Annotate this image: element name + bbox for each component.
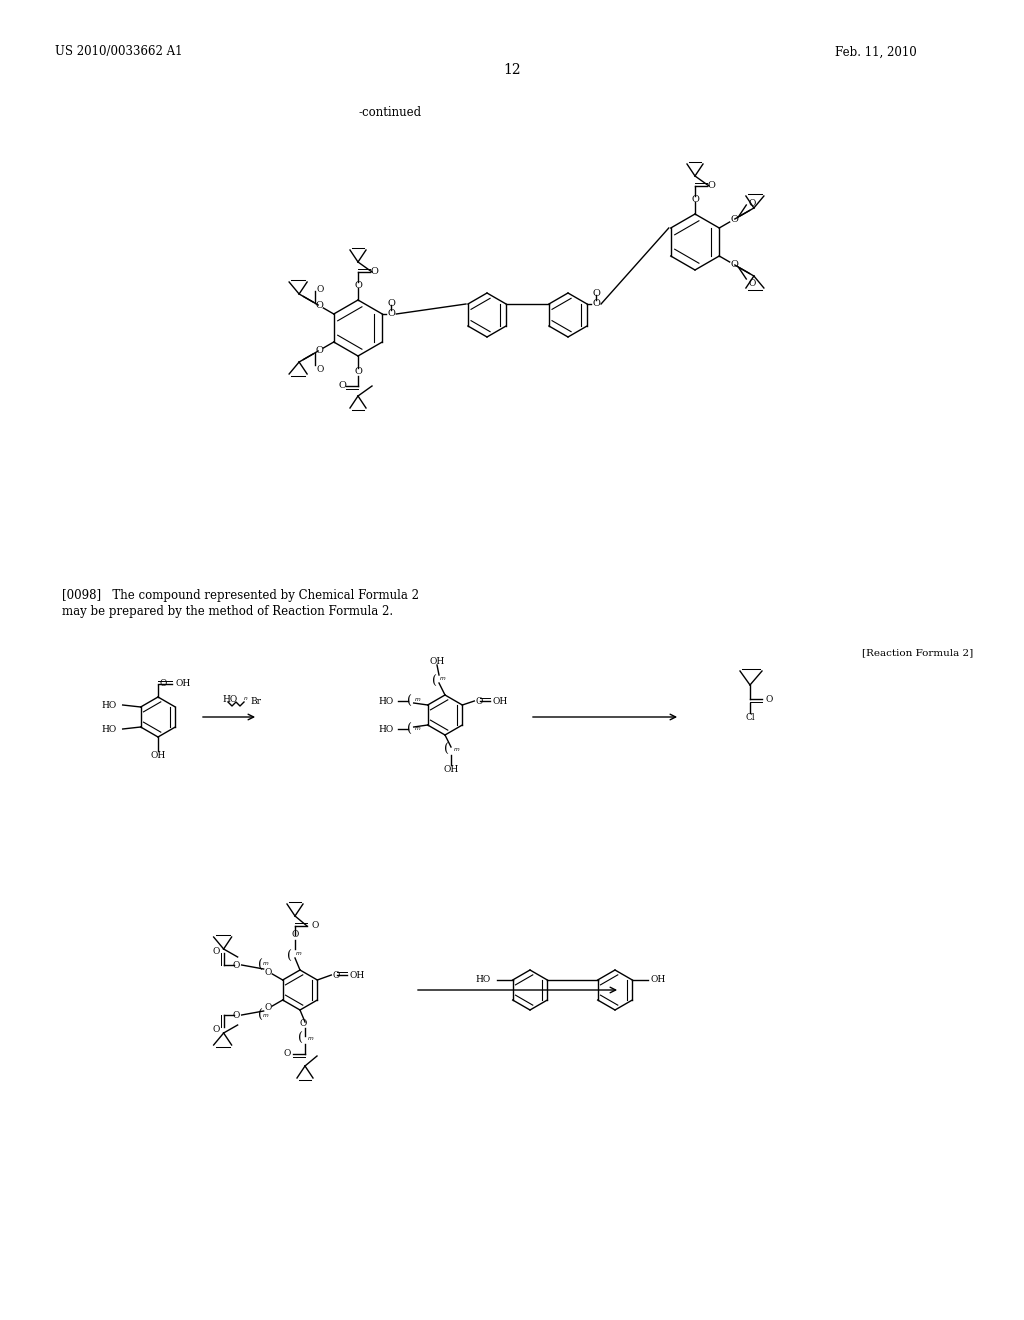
Text: (: ( xyxy=(432,675,437,688)
Text: O: O xyxy=(212,1024,219,1034)
Text: $_m$: $_m$ xyxy=(453,746,461,754)
Text: HO: HO xyxy=(379,725,393,734)
Text: HO: HO xyxy=(475,975,490,985)
Text: -continued: -continued xyxy=(358,106,422,119)
Text: HO: HO xyxy=(379,697,393,705)
Text: O: O xyxy=(315,301,323,310)
Text: O: O xyxy=(354,281,361,290)
Text: O: O xyxy=(291,931,299,939)
Text: O: O xyxy=(232,1011,240,1019)
Text: O: O xyxy=(370,268,378,276)
Text: (: ( xyxy=(407,722,412,735)
Text: (: ( xyxy=(407,694,412,708)
Text: [Reaction Formula 2]: [Reaction Formula 2] xyxy=(862,648,973,657)
Text: (: ( xyxy=(298,1031,303,1044)
Text: O: O xyxy=(212,946,219,956)
Text: $_m$: $_m$ xyxy=(307,1035,314,1043)
Text: Feb. 11, 2010: Feb. 11, 2010 xyxy=(835,45,916,58)
Text: OH: OH xyxy=(443,764,459,774)
Text: HO: HO xyxy=(101,725,117,734)
Text: $_m$: $_m$ xyxy=(439,675,446,682)
Text: O: O xyxy=(354,367,361,376)
Text: O: O xyxy=(264,968,271,977)
Text: OH: OH xyxy=(650,975,666,985)
Text: Cl: Cl xyxy=(745,713,755,722)
Text: OH: OH xyxy=(429,656,444,665)
Text: O: O xyxy=(232,961,240,969)
Text: may be prepared by the method of Reaction Formula 2.: may be prepared by the method of Reactio… xyxy=(62,606,393,619)
Text: OH: OH xyxy=(151,751,166,759)
Text: OH: OH xyxy=(176,680,191,689)
Text: $_n$: $_n$ xyxy=(243,696,249,704)
Text: $_m$: $_m$ xyxy=(414,725,421,733)
Text: O: O xyxy=(315,346,323,355)
Text: 12: 12 xyxy=(503,63,521,77)
Text: (: ( xyxy=(287,949,292,962)
Text: (: ( xyxy=(258,1008,263,1022)
Text: O: O xyxy=(766,694,773,704)
Text: O: O xyxy=(387,309,395,318)
Text: O: O xyxy=(730,215,738,224)
Text: O: O xyxy=(749,198,756,207)
Text: O: O xyxy=(707,181,715,190)
Text: HO: HO xyxy=(222,696,238,705)
Text: HO: HO xyxy=(101,701,117,710)
Text: O: O xyxy=(749,279,756,288)
Text: O: O xyxy=(316,285,324,293)
Text: US 2010/0033662 A1: US 2010/0033662 A1 xyxy=(55,45,182,58)
Text: O: O xyxy=(475,697,482,705)
Text: O: O xyxy=(592,300,600,309)
Text: $_m$: $_m$ xyxy=(295,950,302,958)
Text: O: O xyxy=(730,260,738,269)
Text: O: O xyxy=(264,1003,271,1012)
Text: O: O xyxy=(284,1049,291,1059)
Text: O: O xyxy=(299,1019,306,1028)
Text: OH: OH xyxy=(349,970,365,979)
Text: O: O xyxy=(160,680,167,689)
Text: [0098]   The compound represented by Chemical Formula 2: [0098] The compound represented by Chemi… xyxy=(62,589,419,602)
Text: O: O xyxy=(592,289,600,297)
Text: OH: OH xyxy=(493,697,508,705)
Text: O: O xyxy=(387,298,395,308)
Text: $_m$: $_m$ xyxy=(262,960,269,968)
Text: $_m$: $_m$ xyxy=(262,1012,269,1020)
Text: O: O xyxy=(316,364,324,374)
Text: O: O xyxy=(333,970,340,979)
Text: O: O xyxy=(338,381,346,391)
Text: Br: Br xyxy=(250,697,261,706)
Text: (: ( xyxy=(258,958,263,972)
Text: O: O xyxy=(691,195,699,205)
Text: (: ( xyxy=(444,742,449,755)
Text: $_m$: $_m$ xyxy=(414,696,421,704)
Text: O: O xyxy=(311,921,318,931)
